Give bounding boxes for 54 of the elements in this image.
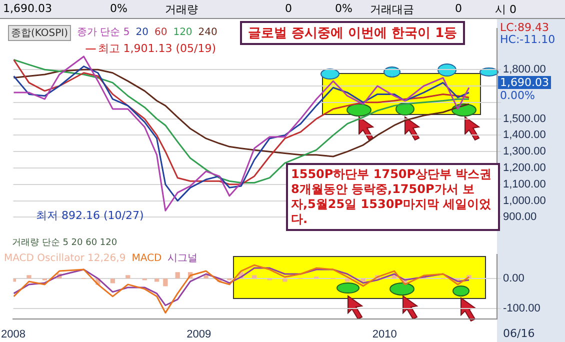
text: 5 [123,27,130,38]
text: 시 0 [495,2,516,17]
bar [282,278,288,282]
chart-title: 글로벌 증시중에 이번에 한국이 1등 [240,21,466,45]
text: 0% [110,2,128,15]
text: 0% [335,2,352,15]
bar [204,275,208,278]
y-tick-label: 1,800.00 [503,64,546,76]
y-tick-label: 1,300.00 [503,146,546,158]
bar [392,275,397,278]
x-tick-label: 2008 [0,328,26,340]
text: 0.00% [500,89,535,102]
bar [110,278,115,284]
bar [360,278,366,282]
text: 0 [285,2,292,15]
text: HC:-11.10 [500,33,556,46]
text: LC:89.43 [500,21,550,34]
bar [13,278,16,282]
y-tick-label: 1,500.00 [503,112,546,125]
chart-subtitle: 종합(KOSPI) [8,25,72,41]
annotation: 1550P하단부 1750P상단부 박스권 8개월동안 등락중,1750P가서 보자,5월25일 1530P마지막 세일이었다. [286,163,500,231]
text: 120 [173,27,192,38]
text: 0 [455,2,462,15]
text: 1,690.03 [498,76,551,89]
legend-title: 종가 단순 [77,27,122,38]
y-tick-label: 1,000.00 [503,194,546,207]
text: 60 [154,27,168,38]
text: 거래량 [165,2,198,17]
text: 거래대금 [370,2,414,17]
text: 240 [198,27,218,38]
bar [163,278,168,286]
text: 20 [136,27,148,38]
y-tick-label: -100.00 [503,302,540,314]
x-tick-label: 2009 [186,328,212,340]
text: 거래량 단순 5 20 60 120 [12,237,118,249]
bar [175,272,180,278]
text: 06/16 [503,327,535,340]
y-tick-label: 900.00 [503,211,537,224]
x-tick-label: 2010 [372,328,397,340]
bar [26,275,32,278]
y-tick-label: 1,200.00 [503,162,546,174]
bar [154,278,160,282]
text: MACD [132,253,162,264]
text: 1,690.03 [3,2,52,15]
y-tick-label: 1,400.00 [503,129,546,142]
y-tick-label: 0.00 [503,272,524,285]
bar [126,275,130,278]
series-label: 시그널 [168,253,198,264]
bar [345,278,350,282]
annotation: 최고 1,901.13 (05/19) [98,42,216,55]
annotation: 최저 892.16 (10/27) [36,208,144,223]
y-tick-label: 1,100.00 [503,178,546,190]
bar [252,275,257,278]
series-label: MACD Oscillator 12,26,9 [4,253,126,264]
